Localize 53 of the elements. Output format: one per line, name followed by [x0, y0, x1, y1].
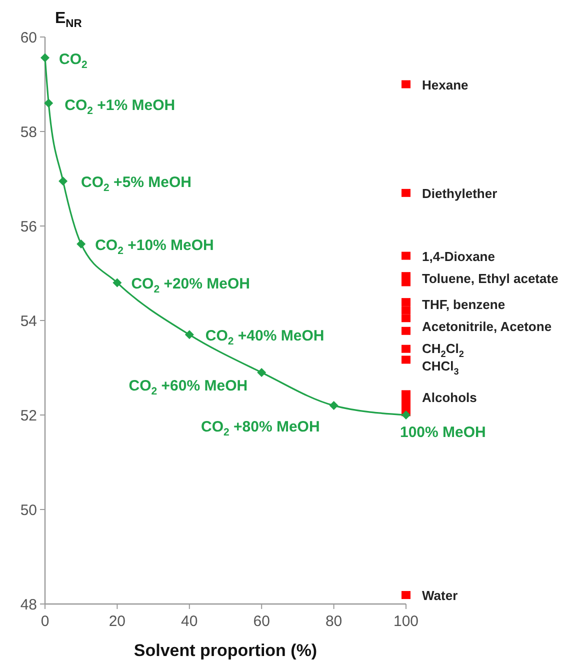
point	[402, 306, 410, 314]
point	[40, 53, 50, 62]
point	[112, 278, 122, 288]
x-tick-label: 20	[108, 613, 126, 630]
point	[76, 239, 86, 248]
y-tick-label: 48	[20, 596, 37, 614]
annotation: CO$_{2}$ +20% MeOH	[131, 276, 250, 296]
annotation: Toluene, Ethyl acetate	[422, 271, 558, 286]
annotation: CO$_{2}$ +80% MeOH	[200, 418, 320, 439]
y-tick-label: 52	[20, 407, 37, 424]
annotation: Diethylether	[422, 186, 498, 201]
annotation: Acetonitrile, Acetone	[422, 318, 552, 334]
annotation: CO$_{2}$ +40% MeOH	[205, 328, 324, 348]
y-tick-label: 58	[20, 124, 37, 141]
point	[329, 401, 338, 410]
y-axis-title: E$_{NR}$	[55, 10, 82, 30]
y-tick-label: 56	[20, 218, 37, 236]
x-tick-label: 0	[40, 613, 50, 630]
point	[402, 326, 410, 335]
x-tick-label: 80	[325, 613, 342, 630]
point	[402, 356, 410, 364]
annotation: CO$_{2}$ +1% MeOH	[64, 97, 176, 118]
x-tick-label: 100	[393, 613, 419, 630]
annotation: CH$_{2}$Cl$_{2}$	[422, 340, 464, 359]
point	[44, 98, 54, 108]
annotation: 1,4-Dioxane	[422, 248, 495, 264]
point	[402, 188, 410, 197]
annotation: CHCl$_{3}$	[422, 358, 459, 377]
annotation: CO$_{2}$ +5% MeOH	[81, 174, 192, 194]
point	[402, 314, 410, 322]
y-tick-label: 50	[20, 502, 37, 519]
annotation: Water	[422, 588, 458, 604]
point	[402, 298, 410, 306]
y-tick-label: 60	[20, 29, 37, 46]
point	[402, 344, 410, 353]
annotation: Alcohols	[422, 390, 477, 406]
point	[257, 368, 266, 377]
annotation: THF, benzene	[422, 297, 506, 312]
annotation: Hexane	[422, 77, 468, 92]
annotation: CO$_{2}$ +10% MeOH	[95, 236, 214, 257]
point	[402, 410, 410, 420]
point	[58, 176, 68, 186]
x-tick-label: 40	[181, 613, 198, 630]
annotation: CO$_{2}$	[59, 50, 88, 71]
annotation: 100% MeOH	[400, 424, 486, 441]
annotation: CO$_{2}$ +60% MeOH	[128, 377, 248, 398]
point	[184, 330, 194, 340]
point	[402, 252, 410, 260]
x-tick-label: 60	[253, 613, 270, 630]
point	[402, 591, 410, 600]
y-tick-label: 54	[20, 312, 37, 330]
x-axis-title: Solvent proportion (%)	[134, 641, 318, 660]
point	[402, 80, 410, 88]
